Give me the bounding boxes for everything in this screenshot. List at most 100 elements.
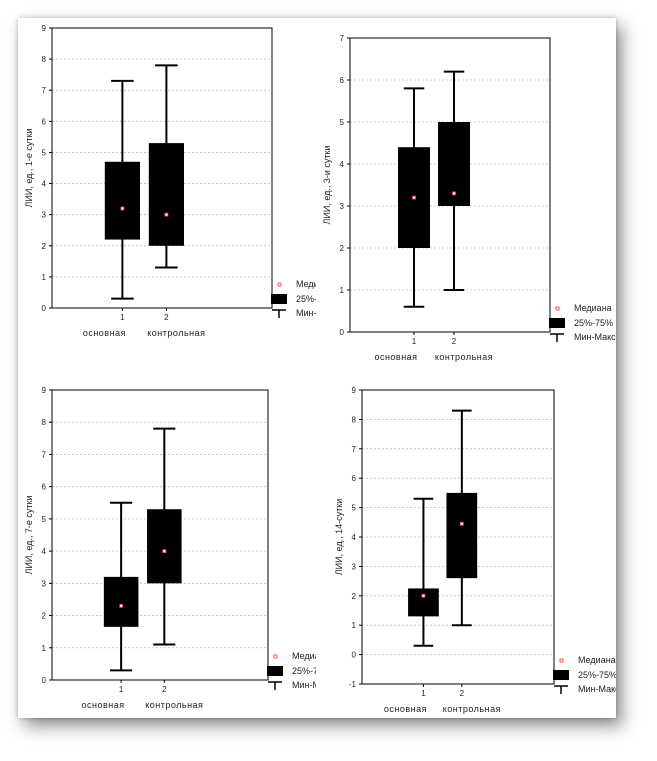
legend-median-icon [273, 654, 278, 659]
group-label: контрольная [145, 700, 203, 710]
legend-iqr-icon [267, 666, 283, 676]
y-tick-label: 7 [42, 86, 47, 95]
y-tick-label: 5 [42, 515, 47, 524]
y-tick-label: 6 [42, 483, 47, 492]
iqr-box [148, 143, 184, 246]
x-tick-label: 2 [460, 689, 465, 698]
y-tick-label: 5 [352, 504, 357, 513]
x-tick-label: 2 [162, 685, 167, 694]
group-label: основная [384, 704, 427, 714]
y-tick-label: 2 [42, 242, 47, 251]
group-label: контрольная [147, 328, 205, 338]
median-marker [120, 206, 125, 211]
x-tick-label: 2 [452, 337, 457, 346]
y-tick-label: 2 [352, 592, 357, 601]
y-tick-label: 0 [42, 676, 47, 685]
y-tick-label: 7 [42, 450, 47, 459]
y-tick-label: 9 [352, 386, 357, 395]
median-marker [459, 521, 464, 526]
boxplot-svg: 0 1 2 3 4 5 6 7 8 9 ЛИИ, ед., 7-е сутки 1 основная 2 к… [24, 386, 316, 710]
legend-minmax-label: Мин-Макс [578, 684, 616, 694]
y-tick-label: 0 [42, 304, 47, 313]
median-marker [412, 195, 416, 200]
iqr-box [103, 576, 139, 627]
y-tick-label: 8 [42, 418, 47, 427]
legend-minmax-label: Мин-Макс [574, 332, 616, 342]
legend-minmax-label: Мин-Макс [292, 680, 316, 690]
legend-iqr-label: 25%-75% [296, 294, 316, 304]
group-label: основная [82, 700, 125, 710]
median-marker [162, 549, 167, 554]
boxplot-svg: -1 0 1 2 3 4 5 6 7 8 9 ЛИИ, ед., 14-сутки 1 основная 2… [334, 386, 616, 714]
iqr-box [408, 588, 439, 617]
legend-median-label: Медиана [574, 303, 612, 313]
y-tick-label: 1 [340, 286, 345, 295]
y-tick-label: 6 [340, 76, 345, 85]
y-tick-label: 1 [42, 273, 47, 282]
figure-frame: 0 1 2 3 4 5 6 7 8 9 ЛИИ, ед., 1-е сутки 1 основная 2 к… [18, 18, 616, 718]
x-tick-label: 1 [421, 689, 426, 698]
legend-median-label: Медиана [296, 279, 316, 289]
group-label: основная [83, 328, 126, 338]
y-axis-label: ЛИИ, ед., 14-сутки [334, 499, 344, 576]
legend-iqr-icon [549, 318, 565, 328]
y-tick-label: 8 [42, 55, 47, 64]
legend-iqr-icon [271, 294, 287, 304]
y-tick-label: 3 [42, 211, 47, 220]
plot-frame [51, 389, 269, 681]
y-axis-label: ЛИИ, ед., 1-е сутки [24, 128, 34, 207]
y-tick-label: 4 [340, 160, 345, 169]
y-tick-label: 5 [42, 148, 47, 157]
y-axis-label: ЛИИ, ед., 3-и сутки [322, 145, 332, 224]
legend-iqr-label: 25%-75% [292, 666, 316, 676]
median-marker [119, 603, 124, 608]
legend-iqr-label: 25%-75% [578, 670, 616, 680]
y-tick-label: 9 [42, 386, 47, 395]
median-marker [164, 212, 169, 217]
y-tick-label: 1 [42, 644, 47, 653]
y-tick-label: -1 [349, 680, 357, 689]
legend-median-icon [277, 282, 282, 287]
boxplot-svg: 0 1 2 3 4 5 6 7 8 9 ЛИИ, ед., 1-е сутки 1 основная 2 к… [24, 24, 316, 338]
chart-panel-day14: -1 0 1 2 3 4 5 6 7 8 9 ЛИИ, ед., 14-сутки 1 основная 2… [320, 382, 616, 718]
legend-median-icon [555, 306, 560, 311]
y-tick-label: 0 [352, 651, 357, 660]
x-tick-label: 2 [164, 313, 169, 322]
y-tick-label: 3 [42, 579, 47, 588]
iqr-box [104, 161, 140, 240]
plot-frame [349, 37, 551, 333]
legend-iqr-label: 25%-75% [574, 318, 613, 328]
y-tick-label: 0 [340, 328, 345, 337]
group-label: основная [374, 352, 417, 362]
y-tick-label: 4 [42, 547, 47, 556]
median-marker [452, 191, 456, 196]
y-tick-label: 8 [352, 415, 357, 424]
plot-frame [361, 389, 555, 685]
legend-median-label: Медиана [292, 651, 316, 661]
iqr-box [446, 492, 478, 579]
median-marker [421, 593, 426, 598]
y-tick-label: 7 [340, 34, 345, 43]
chart-panel-day7: 0 1 2 3 4 5 6 7 8 9 ЛИИ, ед., 7-е сутки 1 основная 2 к… [18, 382, 316, 718]
y-tick-label: 6 [42, 117, 47, 126]
y-tick-label: 1 [352, 621, 357, 630]
chart-panel-day1: 0 1 2 3 4 5 6 7 8 9 ЛИИ, ед., 1-е сутки 1 основная 2 к… [18, 18, 316, 348]
x-tick-label: 1 [412, 337, 417, 346]
y-tick-label: 4 [352, 533, 357, 542]
y-tick-label: 4 [42, 180, 47, 189]
y-tick-label: 3 [352, 562, 357, 571]
y-axis-label: ЛИИ, ед., 7-е сутки [24, 495, 34, 574]
legend-median-label: Медиана [578, 655, 616, 665]
legend-minmax-label: Мин-Макс [296, 308, 316, 318]
plot-frame [51, 27, 273, 309]
y-tick-label: 2 [340, 244, 345, 253]
y-tick-label: 7 [352, 445, 357, 454]
y-tick-label: 2 [42, 612, 47, 621]
x-tick-label: 1 [119, 685, 124, 694]
legend-median-icon [559, 658, 564, 663]
y-tick-label: 6 [352, 474, 357, 483]
y-tick-label: 3 [340, 202, 345, 211]
y-tick-label: 5 [340, 118, 345, 127]
y-tick-label: 9 [42, 24, 47, 33]
group-label: контрольная [443, 704, 501, 714]
